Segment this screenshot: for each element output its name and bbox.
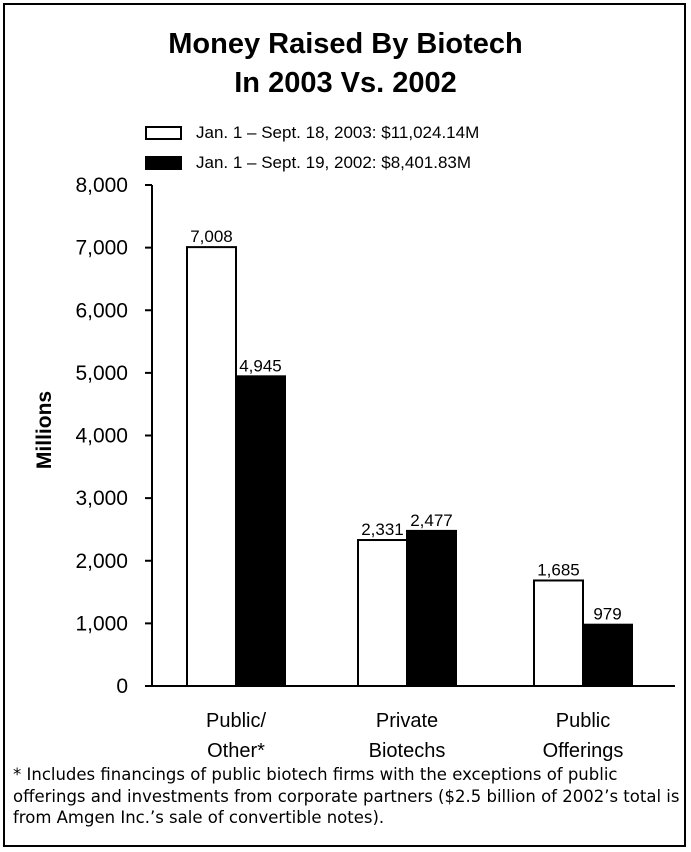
- chart-title-line-2: In 2003 Vs. 2002: [234, 67, 457, 99]
- chart-title-line-1: Money Raised By Biotech: [168, 28, 523, 60]
- y-tick-label: 8,000: [75, 174, 128, 197]
- bar-2003: [533, 579, 584, 687]
- y-tick-label: 3,000: [75, 487, 128, 510]
- bar-2002: [582, 623, 633, 687]
- y-tick-label: 0: [116, 675, 128, 698]
- x-category-label: Other*: [207, 740, 265, 762]
- bar-2003: [357, 539, 408, 687]
- bar-2002: [406, 529, 457, 687]
- legend-label-2002: Jan. 1 – Sept. 19, 2002: $8,401.83M: [196, 153, 472, 172]
- y-tick-label: 7,000: [75, 237, 128, 260]
- y-tick-label: 4,000: [75, 425, 128, 448]
- x-category-label: Public: [556, 710, 610, 732]
- bar-2002: [235, 375, 286, 687]
- y-tick-label: 2,000: [75, 550, 128, 573]
- data-label: 2,331: [361, 520, 404, 539]
- y-tick-label: 5,000: [75, 362, 128, 385]
- legend-label-2003: Jan. 1 – Sept. 18, 2003: $11,024.14M: [196, 123, 480, 142]
- bar-2003: [186, 246, 237, 687]
- x-category-label: Public/: [206, 710, 266, 732]
- legend-swatch-2003: [145, 126, 182, 140]
- legend-swatch-2002: [145, 156, 182, 170]
- y-axis-title: Millions: [33, 391, 56, 469]
- data-label: 1,685: [537, 560, 580, 579]
- x-category-label: Offerings: [543, 740, 624, 762]
- y-tick-label: 6,000: [75, 299, 128, 322]
- footnote: * Includes financings of public biotech …: [13, 765, 680, 827]
- data-label: 979: [593, 605, 621, 624]
- data-label: 4,945: [239, 356, 282, 375]
- data-label: 2,477: [410, 511, 453, 530]
- legend-item-2002: Jan. 1 – Sept. 19, 2002: $8,401.83M: [145, 153, 471, 173]
- data-label: 7,008: [190, 227, 233, 246]
- x-category-label: Biotechs: [369, 740, 446, 762]
- legend-item-2003: Jan. 1 – Sept. 18, 2003: $11,024.14M: [145, 123, 479, 143]
- x-category-label: Private: [376, 710, 438, 732]
- y-tick-label: 1,000: [75, 612, 128, 635]
- chart-frame: [3, 3, 686, 847]
